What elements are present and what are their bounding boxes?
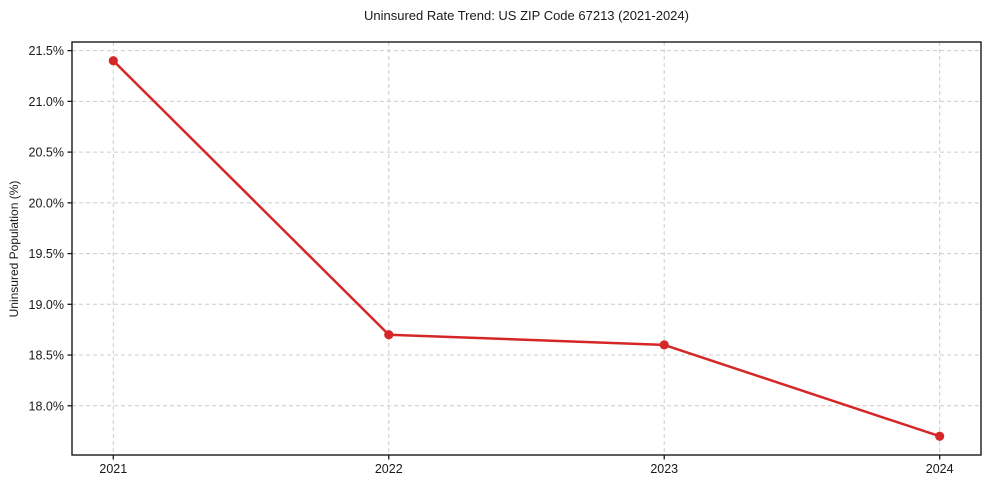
x-tick-label: 2022 bbox=[375, 462, 403, 476]
x-axis: 2021 2022 2023 2024 bbox=[99, 455, 954, 476]
y-tick-label: 20.0% bbox=[29, 196, 64, 210]
y-tick-label: 21.0% bbox=[29, 95, 64, 109]
chart-title: Uninsured Rate Trend: US ZIP Code 67213 … bbox=[364, 8, 689, 23]
data-point bbox=[659, 340, 669, 350]
y-tick-label: 19.0% bbox=[29, 298, 64, 312]
data-line bbox=[112, 59, 941, 438]
x-tick-label: 2023 bbox=[650, 462, 678, 476]
y-tick-label: 18.0% bbox=[29, 399, 64, 413]
data-markers bbox=[108, 56, 945, 441]
y-tick-label: 21.5% bbox=[29, 44, 64, 58]
gridlines bbox=[72, 42, 981, 455]
y-axis: 18.0% 18.5% 19.0% 19.5% 20.0% 20.5% 21.0% 21.5% bbox=[29, 44, 72, 413]
x-tick-label: 2021 bbox=[99, 462, 127, 476]
data-point bbox=[108, 56, 118, 66]
axes-frame bbox=[71, 41, 982, 456]
x-tick-label: 2024 bbox=[926, 462, 954, 476]
data-point bbox=[935, 431, 945, 441]
y-tick-label: 18.5% bbox=[29, 349, 64, 363]
y-tick-label: 19.5% bbox=[29, 247, 64, 261]
y-tick-label: 20.5% bbox=[29, 146, 64, 160]
data-point bbox=[384, 330, 394, 340]
